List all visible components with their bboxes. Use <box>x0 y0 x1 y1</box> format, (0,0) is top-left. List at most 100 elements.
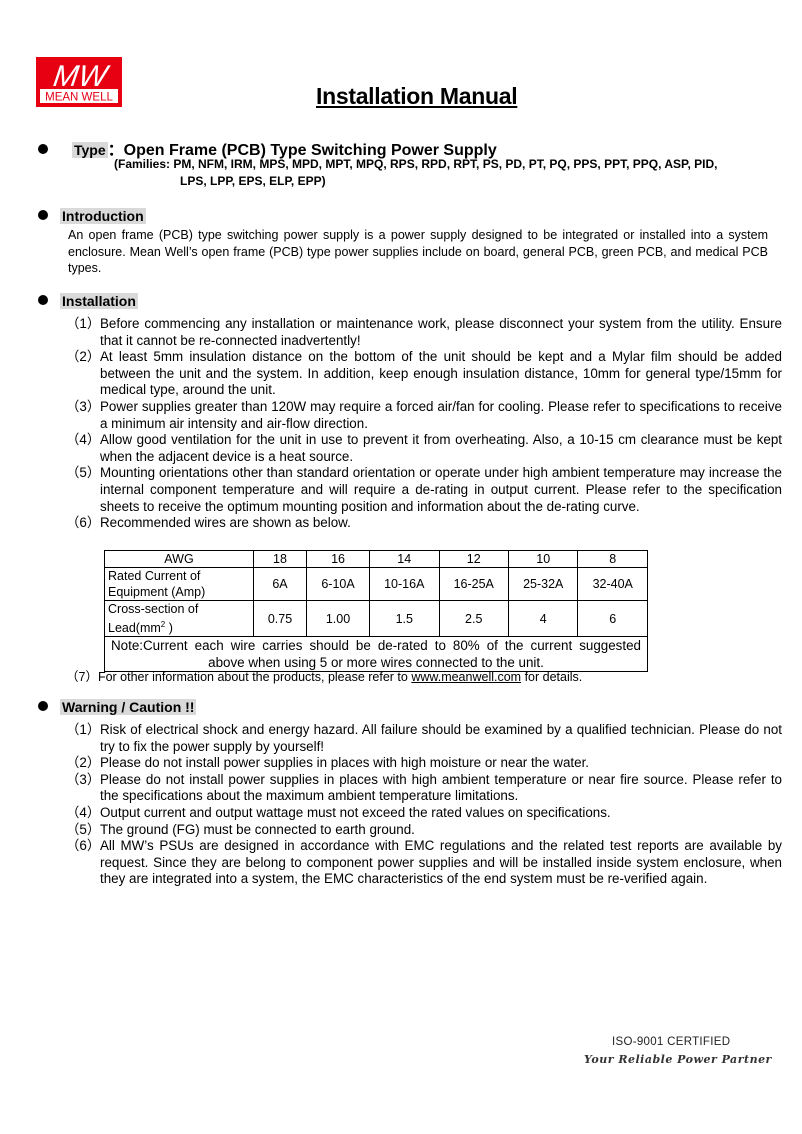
table-cell: 1.00 <box>306 599 371 638</box>
warning-item: （6） All MW’s PSUs are designed in accorda… <box>66 838 782 888</box>
svg-text:MEAN WELL: MEAN WELL <box>45 92 113 104</box>
item-number: （3） <box>66 771 101 787</box>
item-number: （6） <box>66 515 101 531</box>
row-label-end: ) <box>165 621 173 636</box>
item-number: （5） <box>66 465 101 481</box>
company-slogan: Your Reliable Power Partner <box>584 1053 772 1066</box>
type-value: Open Frame (PCB) Type Switching Power Su… <box>123 142 497 159</box>
item-number: （3） <box>66 398 101 414</box>
table-cell: 1.5 <box>369 599 440 638</box>
installation-heading: Installation <box>38 293 138 311</box>
installation-item: （1） Before commencing any installation or… <box>66 316 782 349</box>
item-text: All MW’s PSUs are designed in accordance… <box>100 838 782 887</box>
superscript: 2 <box>160 620 166 629</box>
row-label: Rated Current of Equipment (Amp) <box>104 567 254 601</box>
table-row: Cross-section of Lead(mm2 ) 0.75 1.00 1.5… <box>104 599 648 638</box>
table-header-cell: 14 <box>369 550 440 568</box>
warning-item: （5） The ground (FG) must be connected to … <box>66 822 782 839</box>
bullet-icon <box>38 700 48 711</box>
type-separator: ： <box>107 142 124 159</box>
table-row: Note:Current each wire carries should be… <box>104 636 648 673</box>
table-header-cell: 8 <box>577 550 648 568</box>
row-label-line: Cross-section of <box>108 602 199 616</box>
item-text: for details. <box>521 670 583 684</box>
item-number: （5） <box>66 821 101 837</box>
item-number: （6） <box>66 838 101 854</box>
table-header-cell: 10 <box>507 550 579 568</box>
introduction-heading: Introduction <box>38 208 146 226</box>
item-number: （1） <box>66 316 101 331</box>
wire-table: AWG 18 16 14 12 10 8 Rated Current of Equ… <box>104 550 648 673</box>
row-label: Cross-section of Lead(mm2 ) <box>104 599 254 638</box>
table-header-cell: 12 <box>438 550 509 568</box>
families-list: (Families: PM, NFM, IRM, MPS, MPD, MPT, … <box>114 156 774 190</box>
item-text: Allow good ventilation for the unit in u… <box>100 432 782 464</box>
installation-item: （6） Recommended wires are shown as below. <box>66 515 782 532</box>
warning-list: （1） Risk of electrical shock and energy h… <box>66 722 782 888</box>
item-text: Power supplies greater than 120W may req… <box>100 398 782 431</box>
families-line-2: LPS, LPP, EPS, ELP, EPP) <box>180 174 326 188</box>
table-note: Note:Current each wire carries should be… <box>104 636 648 673</box>
warning-heading: Warning / Caution !! <box>38 699 197 717</box>
warning-item: （2） Please do not install power supplies … <box>66 755 782 772</box>
table-cell: 6A <box>252 567 308 601</box>
item-text: Mounting orientations other than standar… <box>100 465 782 514</box>
table-header-cell: 16 <box>306 550 371 568</box>
installation-item-7: （7）For other information about the produ… <box>66 666 582 685</box>
item-text: At least 5mm insulation distance on the … <box>100 349 782 398</box>
item-text: Recommended wires are shown as below. <box>100 515 351 531</box>
table-cell: 0.75 <box>252 599 308 638</box>
bullet-icon <box>38 294 48 305</box>
item-text: For other information about the products… <box>97 670 412 684</box>
bullet-icon <box>38 209 48 220</box>
meanwell-website-link[interactable]: www.meanwell.com <box>411 670 522 684</box>
installation-item: （5） Mounting orientations other than stan… <box>66 465 782 515</box>
item-number: （2） <box>66 755 101 771</box>
warning-item: （3） Please do not install power supplies … <box>66 772 782 805</box>
table-cell: 16-25A <box>438 567 509 601</box>
row-label-line: Lead(mm <box>108 621 161 636</box>
installation-item: （3） Power supplies greater than 120W may … <box>66 399 782 432</box>
row-label-line: Rated Current of <box>108 569 201 583</box>
installation-item: （2） At least 5mm insulation distance on t… <box>66 349 782 399</box>
item-text: Risk of electrical shock and energy haza… <box>100 722 782 754</box>
type-section: Type ：Open Frame (PCB) Type Switching Pow… <box>38 136 497 160</box>
table-row: Rated Current of Equipment (Amp) 6A 6-10A… <box>104 567 648 601</box>
item-text: The ground (FG) must be connected to ear… <box>100 821 415 837</box>
svg-text:MW: MW <box>51 60 111 93</box>
mean-well-logo: MW MEAN WELL <box>36 57 122 107</box>
table-cell: 4 <box>507 599 579 638</box>
warning-item: （4） Output current and output wattage mus… <box>66 805 782 822</box>
item-text: Please do not install power supplies in … <box>100 755 590 771</box>
item-number: （1） <box>66 722 101 737</box>
item-number: （7） <box>66 670 98 684</box>
type-label: Type <box>72 142 108 158</box>
table-cell: 25-32A <box>507 567 579 601</box>
installation-label: Installation <box>60 293 138 309</box>
installation-list: （1） Before commencing any installation or… <box>66 316 782 532</box>
warning-item: （1） Risk of electrical shock and energy h… <box>66 722 782 755</box>
item-number: （4） <box>66 804 101 820</box>
bullet-icon <box>38 143 48 154</box>
iso-certification: ISO-9001 CERTIFIED <box>612 1036 731 1048</box>
item-text: Please do not install power supplies in … <box>100 771 782 804</box>
table-header-cell: AWG <box>104 550 254 568</box>
installation-item: （4） Allow good ventilation for the unit i… <box>66 432 782 465</box>
row-label-line: Equipment (Amp) <box>108 585 206 599</box>
item-text: Before commencing any installation or ma… <box>100 316 782 348</box>
table-note-text: Note:Current each wire carries should be… <box>111 638 641 671</box>
table-cell: 6 <box>577 599 648 638</box>
item-number: （4） <box>66 432 101 448</box>
table-cell: 6-10A <box>306 567 371 601</box>
item-number: （2） <box>66 349 101 365</box>
table-row: AWG 18 16 14 12 10 8 <box>104 550 648 568</box>
introduction-label: Introduction <box>60 208 146 224</box>
warning-label: Warning / Caution !! <box>60 699 197 715</box>
table-cell: 2.5 <box>438 599 509 638</box>
table-cell: 32-40A <box>577 567 648 601</box>
table-header-cell: 18 <box>252 550 308 568</box>
table-cell: 10-16A <box>369 567 440 601</box>
item-text: Output current and output wattage must n… <box>100 804 611 820</box>
introduction-text: An open frame (PCB) type switching power… <box>68 228 768 275</box>
page-title: Installation Manual <box>316 83 518 109</box>
